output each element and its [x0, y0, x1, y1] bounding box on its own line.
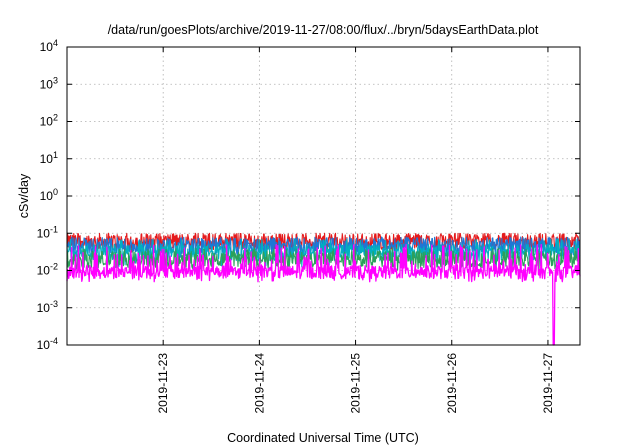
y-tick-label: 10-3: [37, 299, 58, 315]
y-tick-label: 101: [40, 150, 58, 166]
y-tick-label: 104: [40, 38, 58, 54]
series-lines: [66, 232, 581, 346]
y-tick-label: 10-2: [37, 262, 58, 278]
grid-lines: [67, 47, 580, 345]
y-axis-title: cSv/day: [17, 173, 31, 218]
x-tick-label: 2019-11-27: [541, 353, 555, 414]
x-axis-title: Coordinated Universal Time (UTC): [227, 431, 419, 445]
y-tick-label: 102: [40, 113, 58, 129]
x-tick-label: 2019-11-25: [349, 353, 363, 414]
x-tick-label: 2019-11-24: [252, 353, 266, 414]
axis-ticks: 10-4 10-3 10-2 10-1 100 101 102 103 104 2019-11-2…: [37, 38, 580, 414]
y-tick-label: 10-4: [37, 336, 58, 352]
series-line: [66, 243, 581, 346]
chart-title: /data/run/goesPlots/archive/2019-11-27/0…: [108, 23, 539, 37]
y-tick-label: 100: [40, 187, 58, 203]
x-tick-label: 2019-11-26: [445, 353, 459, 414]
y-tick-label: 103: [40, 75, 58, 91]
x-tick-label: 2019-11-23: [156, 353, 170, 414]
y-tick-label: 10-1: [37, 224, 58, 240]
